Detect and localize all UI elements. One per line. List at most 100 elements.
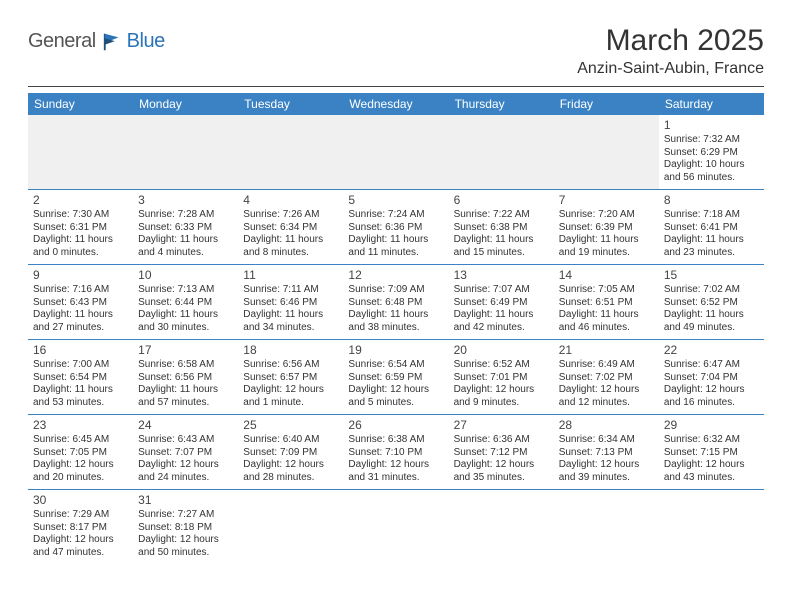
day-header: Thursday bbox=[449, 93, 554, 115]
calendar-day: 24Sunrise: 6:43 AMSunset: 7:07 PMDayligh… bbox=[133, 415, 238, 490]
day-sunset: Sunset: 6:51 PM bbox=[559, 297, 654, 310]
day-sunrise: Sunrise: 6:54 AM bbox=[348, 359, 443, 372]
brand-text-2: Blue bbox=[127, 30, 165, 53]
day-number: 27 bbox=[454, 418, 549, 433]
day-number: 9 bbox=[33, 268, 128, 283]
day-sunset: Sunset: 6:38 PM bbox=[454, 222, 549, 235]
day-header: Tuesday bbox=[238, 93, 343, 115]
day-daylight: Daylight: 11 hours and 27 minutes. bbox=[33, 309, 128, 334]
calendar-day: 12Sunrise: 7:09 AMSunset: 6:48 PMDayligh… bbox=[343, 265, 448, 340]
day-sunrise: Sunrise: 7:02 AM bbox=[664, 284, 759, 297]
day-sunset: Sunset: 6:34 PM bbox=[243, 222, 338, 235]
calendar-week: 9Sunrise: 7:16 AMSunset: 6:43 PMDaylight… bbox=[28, 265, 764, 340]
calendar-day: 6Sunrise: 7:22 AMSunset: 6:38 PMDaylight… bbox=[449, 190, 554, 265]
day-sunrise: Sunrise: 7:05 AM bbox=[559, 284, 654, 297]
day-sunset: Sunset: 6:29 PM bbox=[664, 147, 759, 160]
day-daylight: Daylight: 12 hours and 47 minutes. bbox=[33, 534, 128, 559]
day-number: 14 bbox=[559, 268, 654, 283]
day-daylight: Daylight: 11 hours and 8 minutes. bbox=[243, 234, 338, 259]
day-sunset: Sunset: 7:04 PM bbox=[664, 372, 759, 385]
brand-logo: General Blue bbox=[28, 30, 165, 53]
calendar-week: 16Sunrise: 7:00 AMSunset: 6:54 PMDayligh… bbox=[28, 340, 764, 415]
day-sunrise: Sunrise: 6:34 AM bbox=[559, 434, 654, 447]
day-number: 17 bbox=[138, 343, 233, 358]
calendar-head: SundayMondayTuesdayWednesdayThursdayFrid… bbox=[28, 93, 764, 115]
calendar-day: 28Sunrise: 6:34 AMSunset: 7:13 PMDayligh… bbox=[554, 415, 659, 490]
calendar-day: 14Sunrise: 7:05 AMSunset: 6:51 PMDayligh… bbox=[554, 265, 659, 340]
calendar-day: 17Sunrise: 6:58 AMSunset: 6:56 PMDayligh… bbox=[133, 340, 238, 415]
day-number: 20 bbox=[454, 343, 549, 358]
calendar-day: 31Sunrise: 7:27 AMSunset: 8:18 PMDayligh… bbox=[133, 490, 238, 565]
title-block: March 2025 Anzin-Saint-Aubin, France bbox=[577, 24, 764, 78]
day-number: 31 bbox=[138, 493, 233, 508]
calendar-day: 23Sunrise: 6:45 AMSunset: 7:05 PMDayligh… bbox=[28, 415, 133, 490]
calendar-day: 27Sunrise: 6:36 AMSunset: 7:12 PMDayligh… bbox=[449, 415, 554, 490]
day-sunset: Sunset: 6:48 PM bbox=[348, 297, 443, 310]
calendar-empty bbox=[28, 115, 133, 190]
day-sunrise: Sunrise: 7:22 AM bbox=[454, 209, 549, 222]
day-sunset: Sunset: 6:49 PM bbox=[454, 297, 549, 310]
day-sunset: Sunset: 6:43 PM bbox=[33, 297, 128, 310]
page-title: March 2025 bbox=[577, 24, 764, 58]
day-sunrise: Sunrise: 6:56 AM bbox=[243, 359, 338, 372]
day-daylight: Daylight: 11 hours and 46 minutes. bbox=[559, 309, 654, 334]
day-sunset: Sunset: 7:09 PM bbox=[243, 447, 338, 460]
day-number: 13 bbox=[454, 268, 549, 283]
day-number: 29 bbox=[664, 418, 759, 433]
day-number: 23 bbox=[33, 418, 128, 433]
location-label: Anzin-Saint-Aubin, France bbox=[577, 60, 764, 78]
day-number: 18 bbox=[243, 343, 338, 358]
day-daylight: Daylight: 12 hours and 43 minutes. bbox=[664, 459, 759, 484]
day-sunrise: Sunrise: 7:20 AM bbox=[559, 209, 654, 222]
day-header: Sunday bbox=[28, 93, 133, 115]
day-sunset: Sunset: 7:10 PM bbox=[348, 447, 443, 460]
day-sunrise: Sunrise: 7:24 AM bbox=[348, 209, 443, 222]
day-sunrise: Sunrise: 7:00 AM bbox=[33, 359, 128, 372]
day-sunset: Sunset: 6:31 PM bbox=[33, 222, 128, 235]
day-daylight: Daylight: 12 hours and 35 minutes. bbox=[454, 459, 549, 484]
day-number: 21 bbox=[559, 343, 654, 358]
calendar-empty bbox=[343, 490, 448, 565]
day-header: Friday bbox=[554, 93, 659, 115]
calendar-day: 21Sunrise: 6:49 AMSunset: 7:02 PMDayligh… bbox=[554, 340, 659, 415]
calendar-week: 1Sunrise: 7:32 AMSunset: 6:29 PMDaylight… bbox=[28, 115, 764, 190]
day-number: 4 bbox=[243, 193, 338, 208]
day-sunrise: Sunrise: 6:58 AM bbox=[138, 359, 233, 372]
day-number: 12 bbox=[348, 268, 443, 283]
day-number: 8 bbox=[664, 193, 759, 208]
calendar-empty bbox=[238, 115, 343, 190]
day-daylight: Daylight: 11 hours and 38 minutes. bbox=[348, 309, 443, 334]
day-sunrise: Sunrise: 6:49 AM bbox=[559, 359, 654, 372]
day-sunrise: Sunrise: 7:09 AM bbox=[348, 284, 443, 297]
day-daylight: Daylight: 11 hours and 34 minutes. bbox=[243, 309, 338, 334]
day-sunrise: Sunrise: 6:38 AM bbox=[348, 434, 443, 447]
calendar-day: 29Sunrise: 6:32 AMSunset: 7:15 PMDayligh… bbox=[659, 415, 764, 490]
day-number: 24 bbox=[138, 418, 233, 433]
day-sunrise: Sunrise: 6:47 AM bbox=[664, 359, 759, 372]
day-sunset: Sunset: 6:41 PM bbox=[664, 222, 759, 235]
calendar-day: 22Sunrise: 6:47 AMSunset: 7:04 PMDayligh… bbox=[659, 340, 764, 415]
day-daylight: Daylight: 12 hours and 12 minutes. bbox=[559, 384, 654, 409]
day-sunrise: Sunrise: 6:32 AM bbox=[664, 434, 759, 447]
day-daylight: Daylight: 12 hours and 39 minutes. bbox=[559, 459, 654, 484]
day-sunset: Sunset: 7:01 PM bbox=[454, 372, 549, 385]
day-daylight: Daylight: 11 hours and 15 minutes. bbox=[454, 234, 549, 259]
calendar-table: SundayMondayTuesdayWednesdayThursdayFrid… bbox=[28, 93, 764, 564]
day-sunrise: Sunrise: 7:27 AM bbox=[138, 509, 233, 522]
day-number: 30 bbox=[33, 493, 128, 508]
day-daylight: Daylight: 12 hours and 9 minutes. bbox=[454, 384, 549, 409]
day-sunrise: Sunrise: 6:40 AM bbox=[243, 434, 338, 447]
day-daylight: Daylight: 11 hours and 57 minutes. bbox=[138, 384, 233, 409]
day-number: 25 bbox=[243, 418, 338, 433]
calendar-empty bbox=[554, 490, 659, 565]
calendar-day: 1Sunrise: 7:32 AMSunset: 6:29 PMDaylight… bbox=[659, 115, 764, 190]
day-header: Wednesday bbox=[343, 93, 448, 115]
day-number: 15 bbox=[664, 268, 759, 283]
day-sunrise: Sunrise: 7:11 AM bbox=[243, 284, 338, 297]
calendar-day: 3Sunrise: 7:28 AMSunset: 6:33 PMDaylight… bbox=[133, 190, 238, 265]
calendar-day: 13Sunrise: 7:07 AMSunset: 6:49 PMDayligh… bbox=[449, 265, 554, 340]
day-daylight: Daylight: 11 hours and 42 minutes. bbox=[454, 309, 549, 334]
day-sunset: Sunset: 7:02 PM bbox=[559, 372, 654, 385]
day-header: Saturday bbox=[659, 93, 764, 115]
day-sunset: Sunset: 6:44 PM bbox=[138, 297, 233, 310]
